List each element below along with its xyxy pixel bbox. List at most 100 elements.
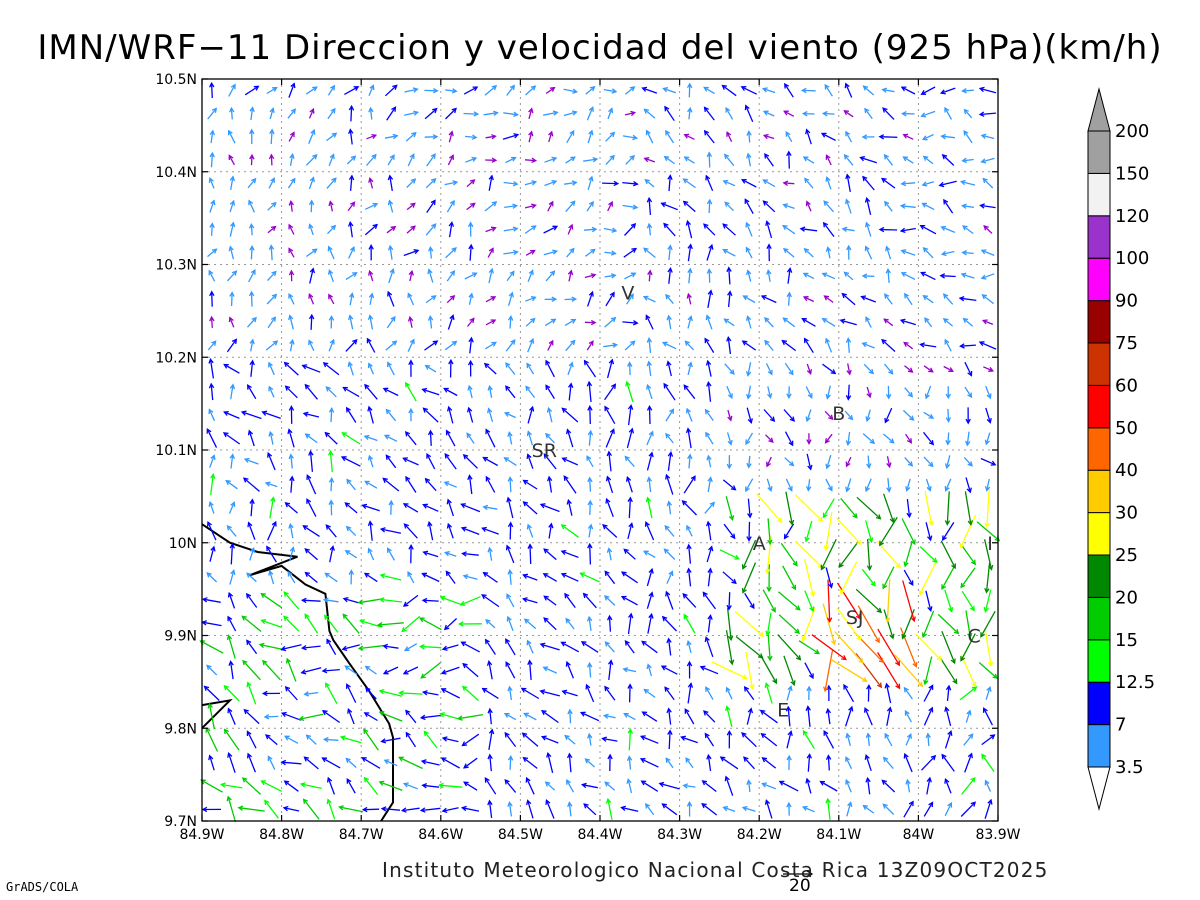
wind-vector-head bbox=[528, 269, 534, 276]
wind-vector-shaft bbox=[899, 627, 917, 667]
wind-vector bbox=[342, 386, 360, 398]
wind-vector-head bbox=[407, 315, 414, 322]
wind-vector-head bbox=[682, 593, 688, 599]
wind-vector-shaft bbox=[825, 567, 833, 588]
wind-vector-shaft bbox=[524, 204, 536, 209]
wind-vector-head bbox=[269, 128, 275, 135]
wind-vector bbox=[603, 88, 618, 94]
wind-vector-head bbox=[567, 382, 574, 389]
wind-vector bbox=[341, 432, 361, 445]
wind-vector bbox=[920, 271, 936, 281]
wind-vector-shaft bbox=[745, 651, 754, 689]
wind-vector-shaft bbox=[269, 432, 274, 445]
wind-vector-shaft bbox=[524, 181, 536, 186]
wind-vector-head bbox=[927, 606, 933, 613]
wind-vector bbox=[266, 545, 277, 563]
wind-vector-head bbox=[361, 503, 368, 509]
wind-vector-shaft bbox=[388, 200, 394, 213]
wind-vector bbox=[308, 339, 315, 351]
wind-vector-shaft bbox=[267, 271, 277, 282]
wind-vector bbox=[346, 778, 356, 794]
wind-vector-shaft bbox=[446, 270, 455, 282]
wind-vector-shaft bbox=[646, 569, 653, 587]
wind-vector bbox=[782, 317, 796, 328]
wind-vector-head bbox=[388, 499, 394, 506]
wind-vector-head bbox=[380, 738, 387, 744]
wind-vector-shaft bbox=[266, 87, 277, 95]
wind-vector-head bbox=[402, 457, 408, 463]
wind-vector-head bbox=[807, 393, 813, 399]
wind-vector bbox=[347, 314, 354, 330]
wind-vector-head bbox=[246, 639, 252, 645]
wind-vector-head bbox=[267, 361, 273, 368]
wind-vector bbox=[482, 504, 498, 511]
wind-vector-head bbox=[571, 296, 578, 302]
wind-vector-head bbox=[728, 659, 735, 666]
wind-vector bbox=[884, 200, 893, 212]
wind-vector-shaft bbox=[378, 622, 404, 626]
wind-vector bbox=[368, 106, 374, 120]
wind-vector-shaft bbox=[981, 157, 995, 163]
wind-vector-head bbox=[584, 758, 591, 764]
wind-vector-head bbox=[808, 673, 814, 680]
wind-vector-head bbox=[607, 753, 613, 760]
wind-vector-shaft bbox=[983, 708, 993, 726]
wind-vector-head bbox=[543, 595, 549, 601]
wind-vector bbox=[645, 496, 653, 519]
wind-vector bbox=[302, 798, 320, 820]
wind-vector-shaft bbox=[568, 802, 572, 817]
wind-vector-shaft bbox=[422, 599, 439, 602]
wind-vector-head bbox=[662, 87, 669, 93]
wind-vector-shaft bbox=[525, 318, 536, 327]
wind-vector-head bbox=[368, 292, 375, 299]
wind-vector bbox=[357, 645, 384, 651]
wind-vector-shaft bbox=[840, 497, 858, 519]
wind-vector-head bbox=[986, 686, 992, 692]
wind-vector-shaft bbox=[330, 500, 333, 516]
wind-vector bbox=[745, 478, 754, 493]
wind-vector-head bbox=[645, 314, 651, 321]
wind-vector-shaft bbox=[941, 630, 956, 664]
wind-vector-head bbox=[376, 621, 383, 628]
wind-vector-head bbox=[902, 156, 909, 162]
wind-vector-shaft bbox=[267, 202, 277, 211]
wind-vector-shaft bbox=[228, 592, 236, 609]
wind-vector bbox=[722, 571, 737, 585]
wind-vector-head bbox=[531, 225, 537, 231]
wind-vector-shaft bbox=[865, 317, 872, 328]
wind-vector-head bbox=[231, 270, 238, 276]
wind-vector bbox=[686, 639, 692, 654]
wind-vector-head bbox=[230, 221, 236, 228]
wind-vector bbox=[424, 340, 439, 351]
wind-vector-head bbox=[437, 782, 444, 789]
wind-vector-shaft bbox=[861, 568, 876, 587]
wind-vector-shaft bbox=[963, 318, 974, 327]
wind-vector-head bbox=[283, 615, 289, 622]
wind-vector bbox=[884, 293, 893, 305]
wind-vector bbox=[883, 609, 895, 640]
wind-vector bbox=[978, 111, 997, 117]
wind-vector-head bbox=[331, 132, 338, 138]
wind-vector-head bbox=[522, 479, 529, 485]
wind-vector bbox=[904, 387, 914, 398]
wind-vector-shaft bbox=[262, 411, 281, 420]
wind-vector bbox=[547, 200, 554, 212]
wind-vector bbox=[944, 478, 952, 492]
wind-vector-shaft bbox=[305, 572, 318, 583]
wind-vector-head bbox=[706, 151, 713, 158]
wind-vector-shaft bbox=[665, 130, 675, 144]
wind-vector bbox=[944, 106, 953, 120]
wind-vector-head bbox=[512, 226, 519, 232]
wind-vector bbox=[448, 221, 455, 238]
wind-vector-shaft bbox=[327, 225, 336, 235]
wind-vector-shaft bbox=[302, 645, 321, 649]
wind-vector-head bbox=[302, 411, 309, 417]
wind-vector-shaft bbox=[383, 645, 399, 649]
wind-vector bbox=[884, 579, 891, 624]
wind-vector bbox=[746, 455, 752, 469]
wind-vector bbox=[260, 592, 283, 609]
wind-vector-head bbox=[305, 734, 312, 740]
wind-vector bbox=[208, 382, 215, 401]
wind-vector-shaft bbox=[963, 733, 974, 746]
wind-vector bbox=[363, 728, 379, 751]
